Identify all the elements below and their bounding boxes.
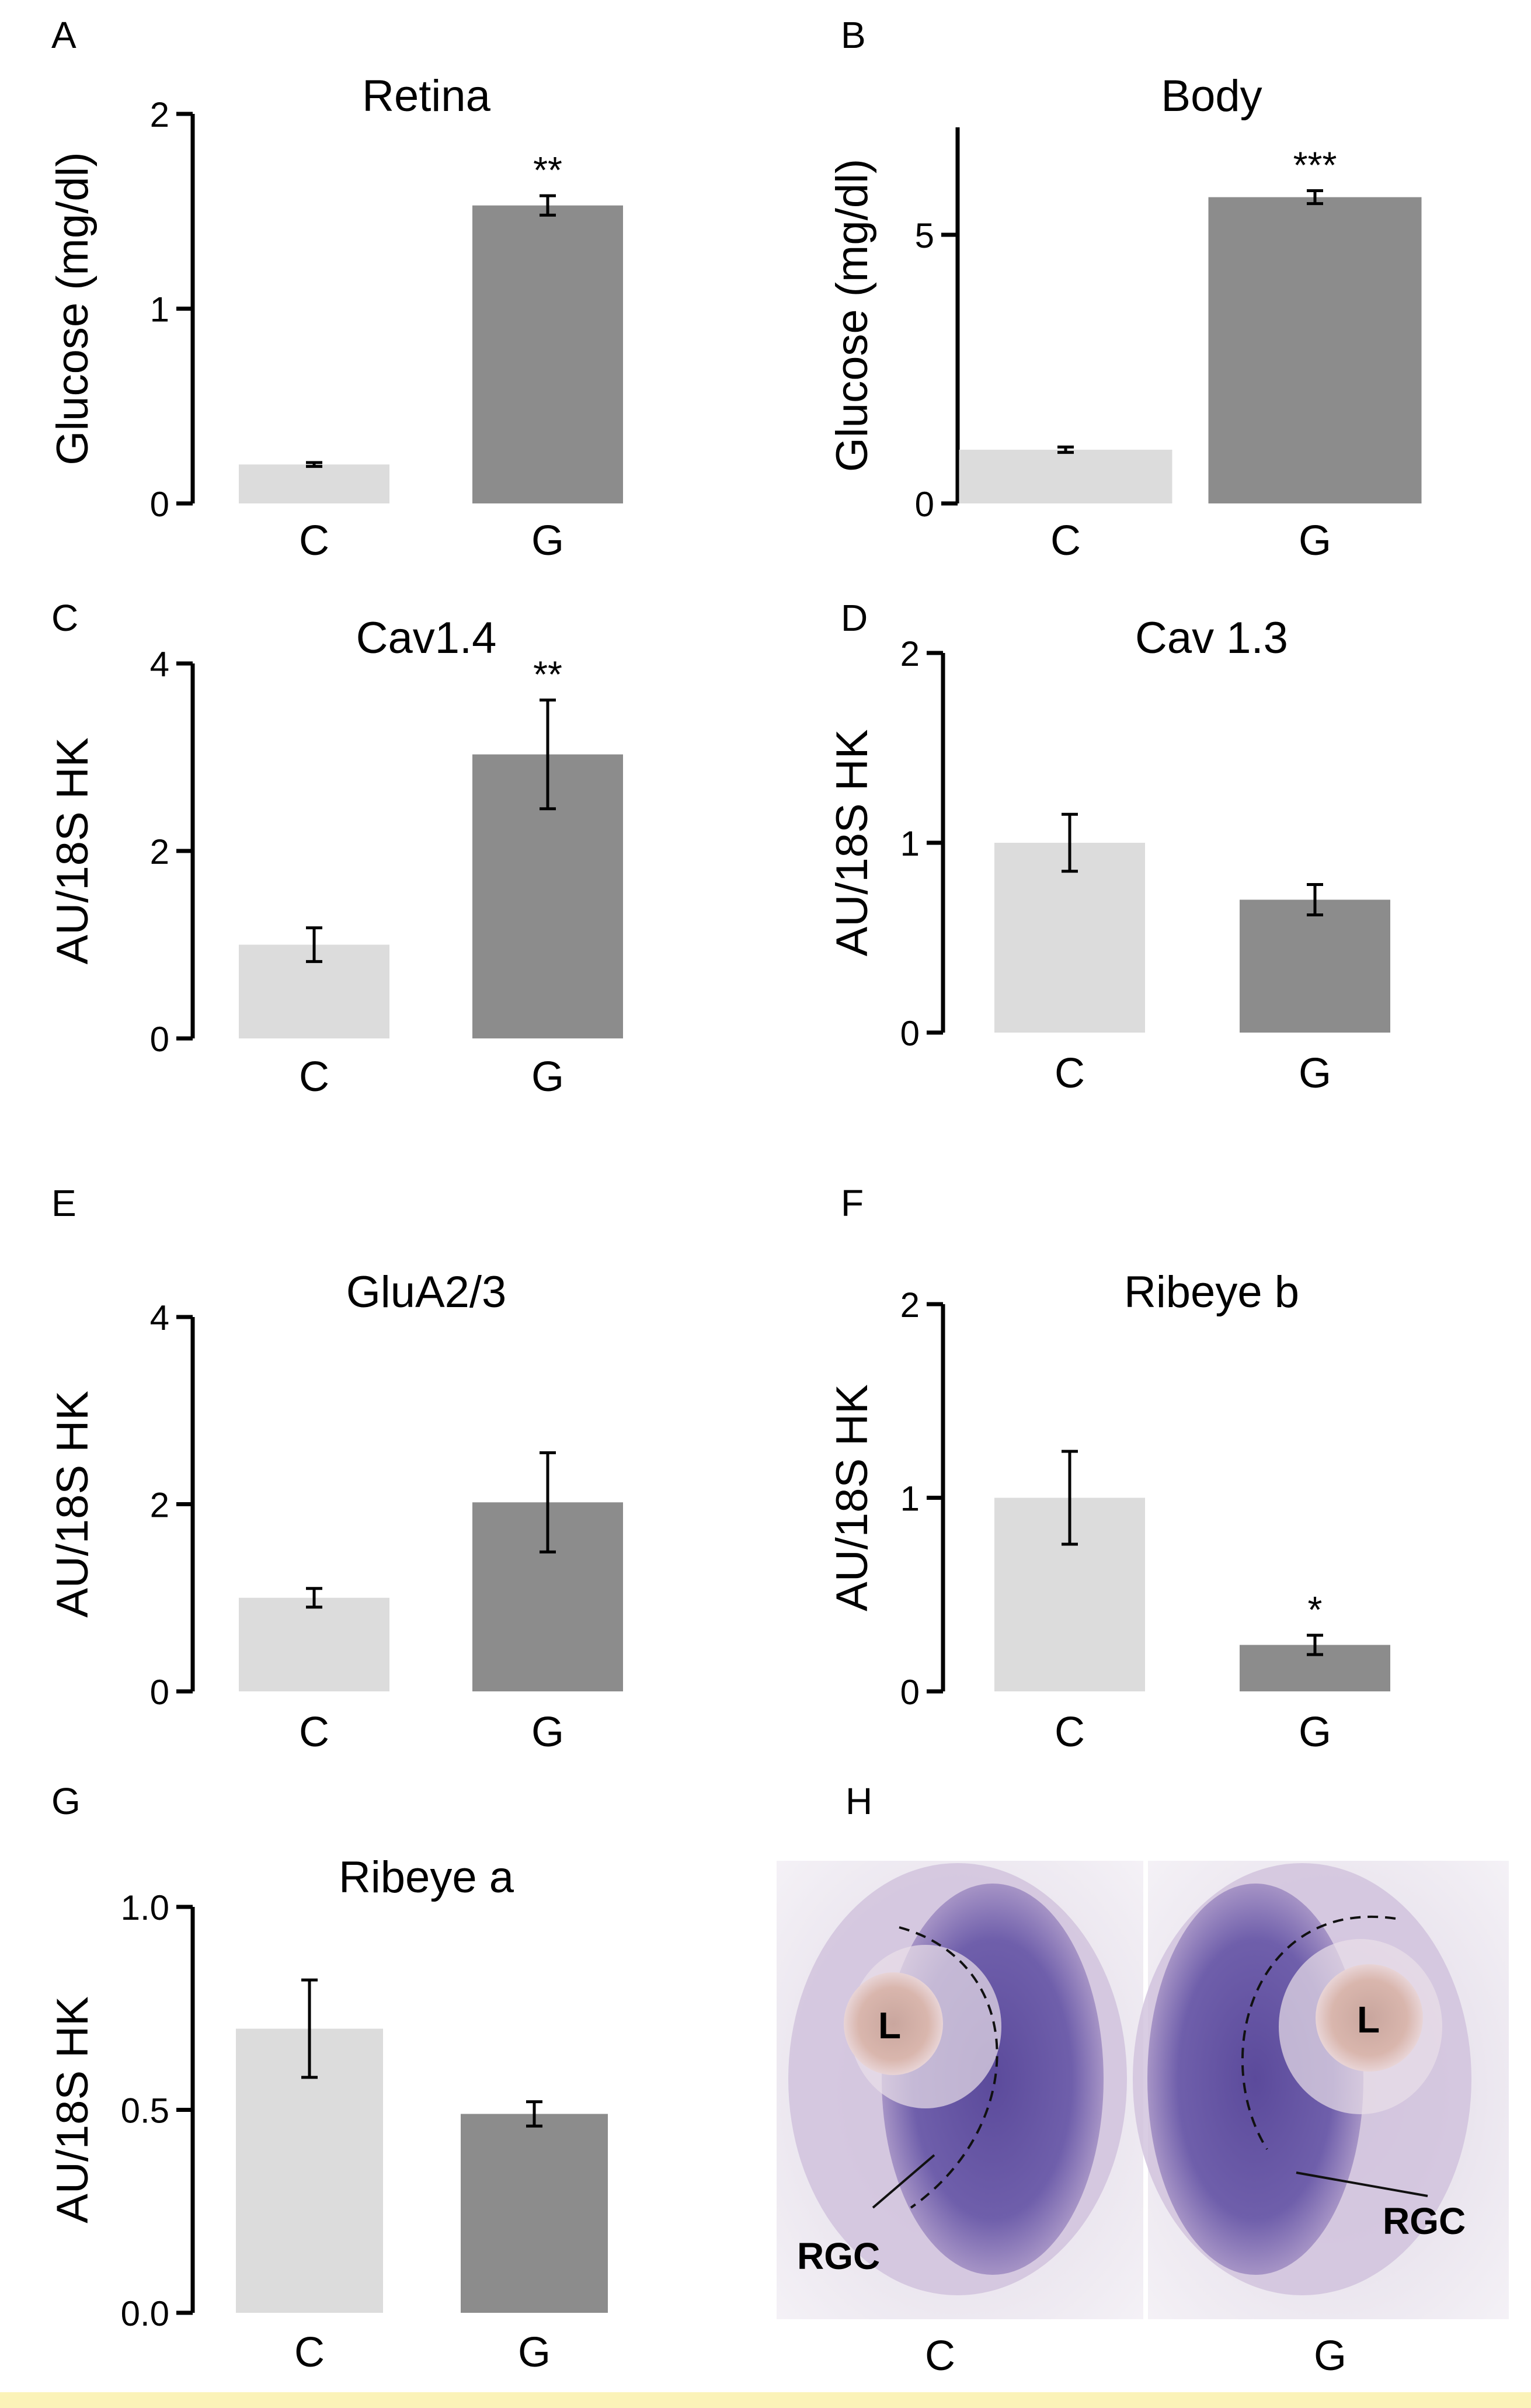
y-tick-label-d-0: 0 [900,1014,920,1053]
y-tick-label-c-1: 2 [150,832,169,871]
category-label-d-0: C [1055,1050,1085,1097]
chart-title-a: Retina [362,71,490,121]
category-label-b-0: C [1050,517,1081,564]
bar-e-c [239,1597,389,1691]
chart-panel-f: F Ribeye b AU/18S HK 0 1 2 C * G [827,1182,1390,1756]
y-axis-label-g: AU/18S HK [48,1996,98,2223]
chart-title-g: Ribeye a [339,1853,514,1902]
y-axis-label-c: AU/18S HK [48,738,98,965]
panel-letter-d: D [841,597,868,639]
y-tick-label-b-0: 0 [915,485,934,524]
significance-b-1: *** [1293,144,1337,186]
y-axis-label-a: Glucose (mg/dl) [48,152,98,465]
category-label-c-1: G [531,1054,564,1100]
bar-b-g [1208,197,1422,504]
category-label-g-1: G [518,2329,551,2376]
panel-letter-g: G [51,1780,81,1822]
y-tick-label-g-2: 1.0 [121,1888,169,1927]
y-axis-label-f: AU/18S HK [827,1384,877,1611]
y-tick-label-g-0: 0.0 [121,2294,169,2333]
bar-a-g [472,205,623,503]
chart-title-f: Ribeye b [1124,1267,1299,1317]
y-tick-label-a-0: 0 [150,485,169,524]
bottom-strip [0,2392,1531,2408]
category-label-e-0: C [299,1709,329,1756]
panel-h: H L RGC L RGC C G [777,1780,1509,2379]
chart-title-c: Cav1.4 [356,613,497,663]
category-label-e-1: G [531,1709,564,1756]
chart-panel-d: D Cav 1.3 AU/18S HK 0 1 2 C G [827,597,1390,1097]
panel-letter-c: C [51,597,78,639]
image-condition-control: C [925,2333,955,2379]
category-label-a-0: C [299,517,329,564]
y-tick-label-c-2: 4 [150,645,169,684]
rgc-label-glucose: RGC [1383,2200,1466,2242]
bar-a-c [239,464,389,503]
chart-panel-g: G Ribeye a AU/18S HK 0.0 0.5 1.0 C G [48,1780,608,2376]
chart-title-e: GluA2/3 [346,1267,507,1317]
y-tick-label-a-1: 1 [150,290,169,329]
charts-layer: A Retina Glucose (mg/dl) 0 1 2 C ** G B Body Glucos… [48,14,1422,2376]
y-tick-label-a-2: 2 [150,95,169,134]
y-tick-label-b-1: 5 [915,216,934,255]
lens-label-control: L [878,2004,901,2046]
lens-label-glucose: L [1357,1999,1380,2041]
category-label-a-1: G [531,517,564,564]
y-tick-label-d-2: 2 [900,634,920,673]
category-label-f-1: G [1299,1709,1331,1756]
eye-image-glucose: L RGC [1133,1861,1509,2319]
y-tick-label-e-1: 2 [150,1486,169,1525]
significance-f-1: * [1308,1589,1323,1631]
panel-letter-h: H [845,1780,872,1822]
category-label-b-1: G [1299,517,1331,564]
bar-b-c [959,450,1172,503]
chart-panel-a: A Retina Glucose (mg/dl) 0 1 2 C ** G [48,14,623,564]
significance-a-1: ** [533,149,562,191]
y-tick-label-e-0: 0 [150,1673,169,1712]
panel-letter-e: E [51,1182,76,1224]
panel-letter-f: F [841,1182,864,1224]
y-tick-label-f-2: 2 [900,1285,920,1325]
image-condition-glucose: G [1314,2333,1346,2379]
category-label-g-0: C [294,2329,325,2376]
category-label-f-0: C [1055,1709,1085,1756]
chart-panel-b: B Body Glucose (mg/dl) 0 5 C *** G [827,14,1422,564]
eye-image-control: L RGC [777,1861,1143,2319]
y-axis-label-b: Glucose (mg/dl) [827,159,877,472]
panel-letter-b: B [841,14,866,56]
y-axis-label-d: AU/18S HK [827,729,877,957]
y-tick-label-g-1: 0.5 [121,2091,169,2131]
chart-panel-e: E GluA2/3 AU/18S HK 0 2 4 C G [48,1182,623,1756]
chart-title-d: Cav 1.3 [1135,613,1288,663]
rgc-label-control: RGC [797,2235,880,2277]
y-tick-label-d-1: 1 [900,824,920,863]
bar-d-g [1240,899,1390,1033]
significance-c-1: ** [533,654,562,696]
y-tick-label-f-0: 0 [900,1673,920,1712]
category-label-c-0: C [299,1054,329,1100]
y-axis-label-e: AU/18S HK [48,1391,98,1618]
panel-letter-a: A [51,14,76,56]
y-tick-label-c-0: 0 [150,1020,169,1059]
y-tick-label-e-2: 4 [150,1298,169,1337]
category-label-d-1: G [1299,1050,1331,1097]
chart-panel-c: C Cav1.4 AU/18S HK 0 2 4 C ** G [48,597,623,1100]
bar-d-c [994,843,1145,1033]
bar-g-g [461,2114,608,2313]
chart-title-b: Body [1161,71,1262,121]
y-tick-label-f-1: 1 [900,1479,920,1519]
